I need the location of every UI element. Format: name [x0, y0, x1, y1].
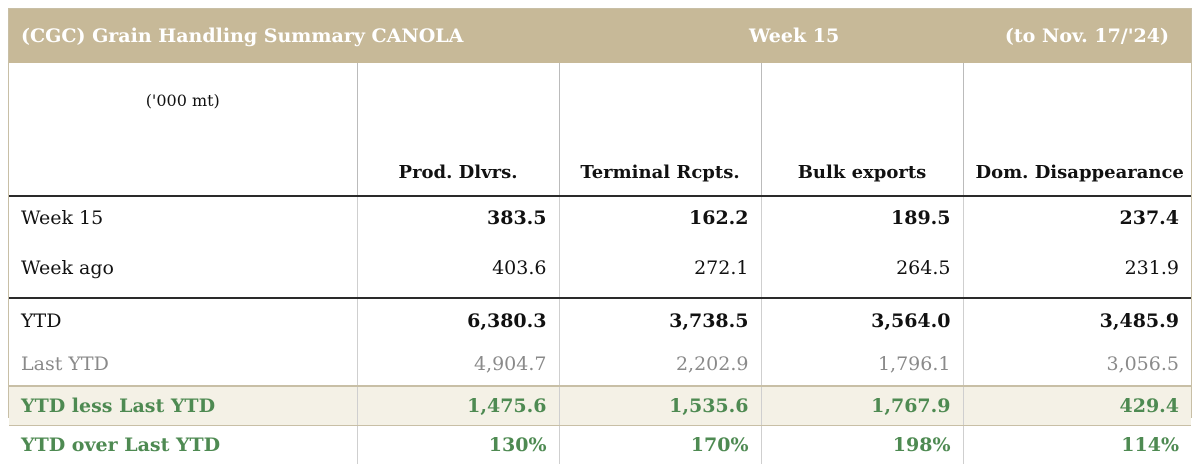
cell-value: 170% — [559, 426, 761, 464]
col-header-prod-dlvrs: Prod. Dlvrs. — [357, 63, 559, 196]
table-title: (CGC) Grain Handling Summary CANOLA — [21, 25, 463, 47]
table-row-ytd-less-last-ytd: YTD less Last YTD 1,475.6 1,535.6 1,767.… — [9, 386, 1191, 426]
cell-value: 1,796.1 — [761, 343, 963, 386]
table-row-week: Week 15 383.5 162.2 189.5 237.4 — [9, 196, 1191, 239]
cell-value: 6,380.3 — [357, 298, 559, 343]
cell-value: 1,475.6 — [357, 386, 559, 426]
cell-value: 1,535.6 — [559, 386, 761, 426]
col-header-bulk-exports: Bulk exports — [761, 63, 963, 196]
cell-value: 2,202.9 — [559, 343, 761, 386]
cell-value: 1,767.9 — [761, 386, 963, 426]
table-header-bar: (CGC) Grain Handling Summary CANOLA Week… — [9, 9, 1191, 63]
table-row-last-ytd: Last YTD 4,904.7 2,202.9 1,796.1 3,056.5 — [9, 343, 1191, 386]
cell-value: 162.2 — [559, 196, 761, 239]
cell-value: 264.5 — [761, 239, 963, 298]
col-header-terminal-rcpts: Terminal Rcpts. — [559, 63, 761, 196]
summary-table-frame: (CGC) Grain Handling Summary CANOLA Week… — [8, 8, 1192, 418]
cell-value: 3,485.9 — [963, 298, 1191, 343]
cell-value: 237.4 — [963, 196, 1191, 239]
period-label: (to Nov. 17/'24) — [1005, 25, 1169, 47]
week-label: Week 15 — [749, 25, 839, 47]
cell-value: 429.4 — [963, 386, 1191, 426]
col-header-dom-disappearance: Dom. Disappearance — [963, 63, 1191, 196]
cell-value: 3,738.5 — [559, 298, 761, 343]
cell-value: 3,564.0 — [761, 298, 963, 343]
row-label: YTD less Last YTD — [9, 386, 357, 426]
table-row-ytd: YTD 6,380.3 3,738.5 3,564.0 3,485.9 — [9, 298, 1191, 343]
units-label: ('000 mt) — [9, 63, 357, 196]
row-label: YTD — [9, 298, 357, 343]
cell-value: 114% — [963, 426, 1191, 464]
row-label: Week ago — [9, 239, 357, 298]
cell-value: 3,056.5 — [963, 343, 1191, 386]
row-label: YTD over Last YTD — [9, 426, 357, 464]
cell-value: 130% — [357, 426, 559, 464]
column-header-row: ('000 mt) Prod. Dlvrs. Terminal Rcpts. B… — [9, 63, 1191, 196]
table-row-ytd-over-last-ytd: YTD over Last YTD 130% 170% 198% 114% — [9, 426, 1191, 464]
cell-value: 403.6 — [357, 239, 559, 298]
table-row-week-ago: Week ago 403.6 272.1 264.5 231.9 — [9, 239, 1191, 298]
cell-value: 231.9 — [963, 239, 1191, 298]
cell-value: 383.5 — [357, 196, 559, 239]
row-label: Last YTD — [9, 343, 357, 386]
row-label: Week 15 — [9, 196, 357, 239]
cell-value: 189.5 — [761, 196, 963, 239]
cell-value: 272.1 — [559, 239, 761, 298]
cell-value: 4,904.7 — [357, 343, 559, 386]
cell-value: 198% — [761, 426, 963, 464]
grain-handling-table: ('000 mt) Prod. Dlvrs. Terminal Rcpts. B… — [9, 63, 1191, 464]
